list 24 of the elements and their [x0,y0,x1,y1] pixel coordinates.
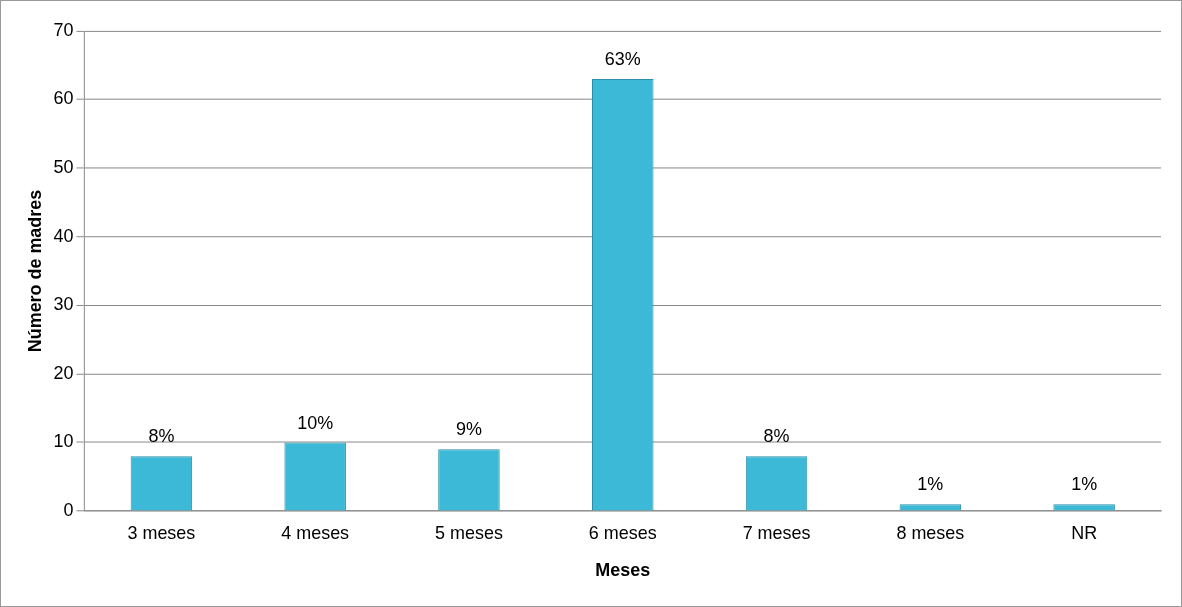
x-tick-label: NR [1071,522,1098,543]
x-tick-label: 8 meses [896,522,965,543]
data-label: 1% [917,474,944,495]
data-label: 8% [148,426,175,447]
x-tick-label: 3 meses [127,522,196,543]
data-label: 9% [455,419,482,440]
y-tick-label: 70 [53,19,74,40]
data-label: 1% [1071,474,1098,495]
x-tick-label: 6 meses [588,522,657,543]
y-tick-label: 20 [53,362,74,383]
y-tick-label: 50 [53,157,74,178]
y-tick-label: 60 [53,88,74,109]
data-label: 63% [604,48,641,69]
data-label: 10% [297,412,334,433]
y-axis-title: Número de madres [24,189,45,353]
x-tick-label: 5 meses [435,522,503,543]
x-tick-label: 7 meses [742,522,811,543]
y-tick-label: 10 [53,431,74,452]
x-tick-label: 4 meses [281,522,350,543]
y-tick-label: 0 [63,500,74,521]
y-tick-label: 40 [53,225,74,246]
y-tick-label: 30 [53,294,74,315]
data-label: 8% [763,426,790,447]
x-axis-title: Meses [595,560,651,581]
